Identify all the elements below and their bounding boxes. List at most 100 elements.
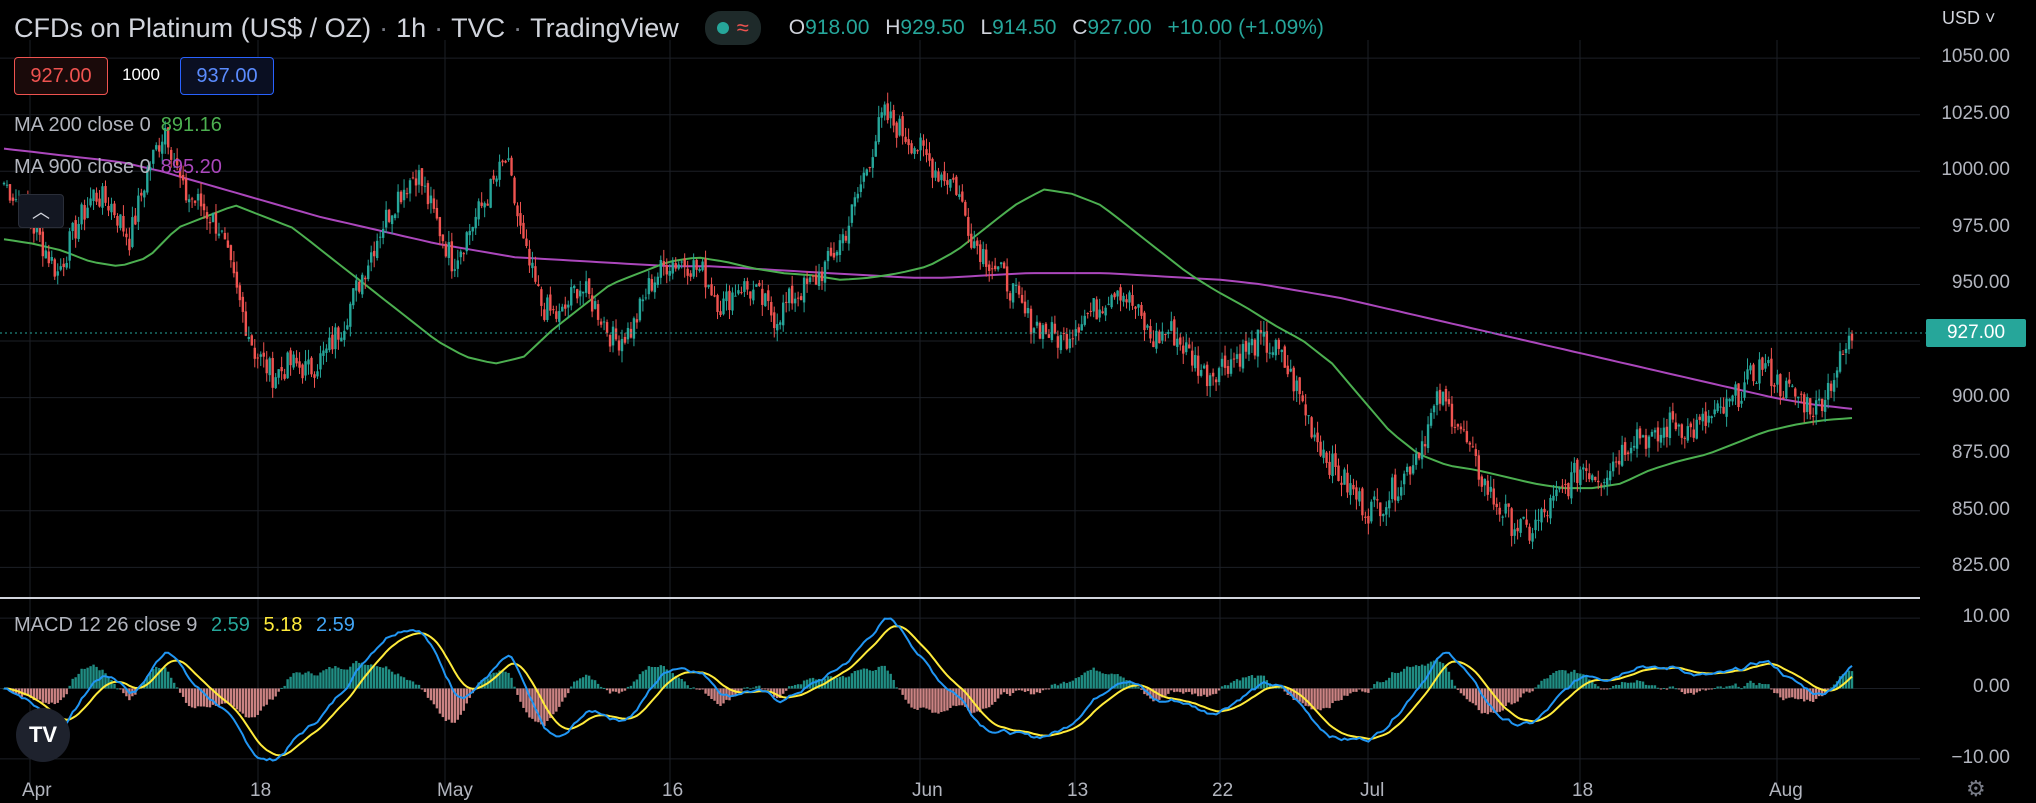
candle-body bbox=[1832, 380, 1836, 392]
candle-body bbox=[196, 193, 200, 201]
candle-body bbox=[1331, 453, 1334, 477]
macd-histogram-bar bbox=[62, 688, 65, 698]
candle-body bbox=[1800, 393, 1803, 395]
candle-body bbox=[952, 177, 955, 180]
candle-body bbox=[143, 190, 146, 198]
macd-histogram-bar bbox=[1826, 688, 1830, 690]
candle-body bbox=[1576, 459, 1579, 483]
macd-histogram-bar bbox=[1373, 684, 1376, 689]
macd-histogram-bar bbox=[1570, 671, 1573, 689]
interval-label[interactable]: 1h bbox=[396, 12, 427, 43]
candle-body bbox=[59, 266, 62, 270]
ma200-legend[interactable]: MA 200 close 0 891.16 bbox=[14, 114, 222, 137]
candle-body bbox=[1647, 436, 1651, 448]
macd-histogram-bar bbox=[776, 688, 779, 699]
candle-body bbox=[764, 293, 767, 307]
candle-body bbox=[474, 216, 477, 229]
macd-histogram-bar bbox=[155, 666, 158, 689]
currency-menu[interactable]: USD ˅ bbox=[1942, 8, 1996, 29]
candle-body bbox=[656, 276, 660, 285]
macd-signal-value: 5.18 bbox=[263, 614, 303, 636]
candle-body bbox=[635, 319, 639, 323]
macd-histogram-bar bbox=[877, 666, 880, 689]
candle-body bbox=[519, 213, 522, 226]
candle-body bbox=[190, 198, 194, 200]
symbol-title[interactable]: CFDs on Platinum (US$ / OZ) bbox=[14, 12, 372, 43]
candle-body bbox=[1397, 496, 1400, 501]
ma900-legend[interactable]: MA 900 close 0 895.20 bbox=[14, 156, 222, 179]
macd-histogram-bar bbox=[53, 688, 56, 705]
macd-histogram-bar bbox=[1811, 688, 1815, 703]
macd-histogram-bar bbox=[1809, 688, 1812, 702]
macd-histogram-bar bbox=[110, 679, 113, 689]
macd-histogram-bar bbox=[1089, 669, 1092, 689]
macd-histogram-bar bbox=[1731, 685, 1734, 689]
time-tick-label: May bbox=[437, 780, 473, 801]
candle-body bbox=[1205, 364, 1209, 387]
macd-histogram-bar bbox=[1029, 688, 1033, 695]
macd-histogram-bar bbox=[1614, 684, 1618, 689]
candle-body bbox=[220, 230, 224, 232]
candle-body bbox=[799, 296, 803, 301]
candle-body bbox=[653, 282, 657, 293]
macd-histogram-bar bbox=[596, 683, 600, 689]
macd-histogram-bar bbox=[1746, 682, 1749, 689]
low-value: 914.50 bbox=[992, 16, 1057, 39]
market-status[interactable]: ≈ bbox=[704, 11, 761, 45]
macd-histogram-bar bbox=[35, 688, 39, 700]
macd-histogram-bar bbox=[480, 679, 483, 689]
macd-histogram-bar bbox=[1414, 665, 1418, 689]
macd-legend[interactable]: MACD 12 26 close 9 2.59 5.18 2.59 bbox=[14, 614, 355, 637]
candle-body bbox=[1107, 303, 1110, 305]
macd-histogram-bar bbox=[483, 678, 486, 689]
macd-histogram-bar bbox=[1525, 688, 1528, 692]
candle-body bbox=[835, 251, 839, 256]
macd-histogram-bar bbox=[558, 688, 561, 707]
sell-price-button[interactable]: 927.00 bbox=[14, 57, 108, 95]
candle-body bbox=[504, 160, 507, 163]
macd-histogram-bar bbox=[370, 664, 373, 689]
candle-body bbox=[313, 374, 316, 378]
macd-histogram-bar bbox=[1358, 688, 1361, 690]
macd-histogram-bar bbox=[1092, 667, 1095, 689]
macd-histogram-bar bbox=[1256, 675, 1260, 689]
candle-body bbox=[552, 309, 555, 311]
macd-histogram-bar bbox=[999, 688, 1003, 695]
candle-body bbox=[1847, 335, 1851, 350]
candle-body bbox=[668, 270, 671, 276]
macd-histogram-bar bbox=[1659, 688, 1663, 690]
macd-histogram-bar bbox=[665, 669, 668, 689]
gear-icon[interactable]: ⚙ bbox=[1966, 776, 1986, 801]
macd-histogram-bar bbox=[1179, 688, 1182, 693]
candle-body bbox=[372, 250, 376, 257]
candle-body bbox=[1501, 516, 1504, 518]
candle-body bbox=[1483, 478, 1486, 486]
tradingview-logo[interactable]: TV bbox=[16, 708, 70, 762]
macd-histogram-bar bbox=[525, 688, 528, 713]
candle-body bbox=[1459, 426, 1463, 430]
candle-body bbox=[1298, 377, 1301, 395]
candle-body bbox=[1337, 465, 1340, 481]
macd-histogram-bar bbox=[223, 688, 227, 704]
macd-histogram-bar bbox=[835, 677, 839, 689]
high-value: 929.50 bbox=[900, 16, 965, 39]
macd-histogram-bar bbox=[668, 672, 671, 689]
buy-price-button[interactable]: 937.00 bbox=[180, 57, 274, 95]
candle-body bbox=[402, 189, 406, 201]
candle-body bbox=[1489, 486, 1492, 492]
macd-histogram-bar bbox=[44, 688, 47, 703]
candle-body bbox=[1152, 341, 1155, 348]
macd-histogram-bar bbox=[77, 673, 80, 689]
candle-body bbox=[928, 153, 931, 161]
collapse-legend-button[interactable]: ︿ bbox=[18, 194, 64, 228]
macd-histogram-bar bbox=[620, 688, 624, 692]
price-tick-label: 1025.00 bbox=[1941, 102, 2010, 124]
macd-histogram-bar bbox=[1047, 688, 1051, 690]
price-tick-label: 850.00 bbox=[1951, 498, 2010, 520]
candle-body bbox=[665, 264, 668, 275]
candle-body bbox=[167, 127, 170, 148]
candle-body bbox=[223, 232, 227, 240]
macd-signal-line bbox=[4, 625, 1853, 757]
candle-body bbox=[796, 297, 800, 299]
